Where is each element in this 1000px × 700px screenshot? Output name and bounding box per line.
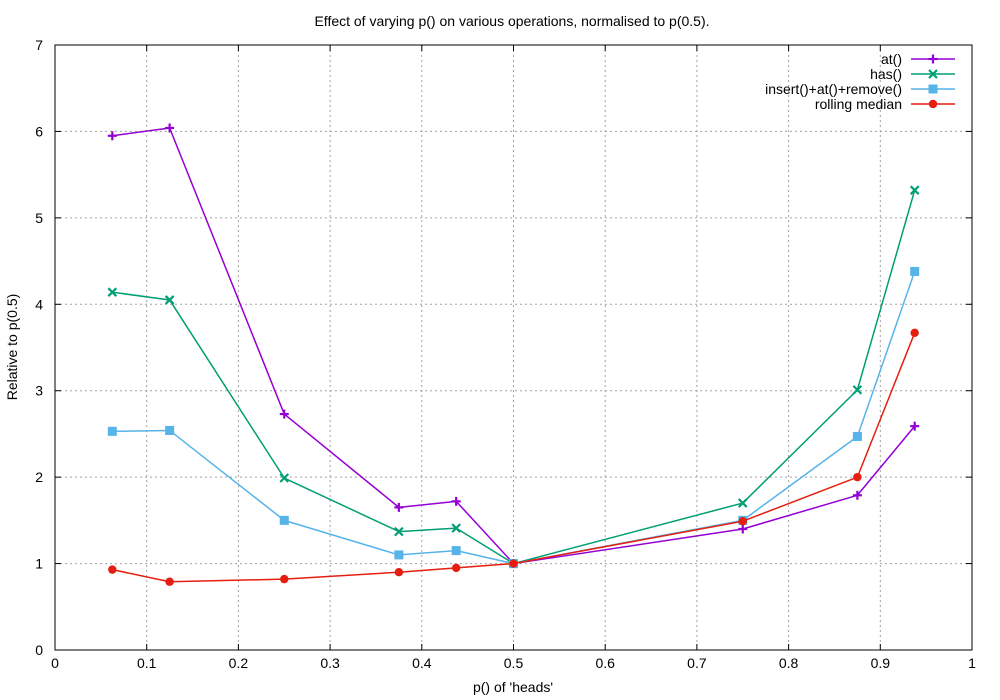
y-tick-label: 5 <box>35 210 43 226</box>
legend-label-rolling-median: rolling median <box>815 96 902 112</box>
x-tick-label: 0.1 <box>137 655 157 671</box>
x-tick-label: 0.2 <box>229 655 249 671</box>
data-point-has <box>394 526 404 537</box>
x-tick-label: 0.9 <box>871 655 891 671</box>
y-tick-labels: 0 1 2 3 4 5 6 7 <box>35 37 43 658</box>
legend-label-has: has() <box>870 66 902 82</box>
data-point-rolling-median <box>451 563 461 573</box>
legend-marker-at <box>928 54 938 64</box>
data-point-has <box>107 287 118 297</box>
grid <box>55 45 972 650</box>
series-group <box>107 123 920 586</box>
data-point-has <box>852 385 863 395</box>
x-tick-labels: 0 0.1 0.2 0.3 0.4 0.5 0.6 0.7 0.8 0.9 1 <box>51 655 976 671</box>
data-point-insert-at-remove <box>910 266 920 276</box>
legend-label-insert-at-remove: insert()+at()+remove() <box>765 81 902 97</box>
data-point-at <box>910 421 920 431</box>
x-tick-label: 0.8 <box>779 655 799 671</box>
legend-marker-insert-at-remove <box>928 84 938 94</box>
data-point-has <box>279 473 290 483</box>
x-tick-label: 0.7 <box>687 655 707 671</box>
data-point-insert-at-remove <box>852 432 862 442</box>
axis-ticks <box>54 44 973 651</box>
data-point-rolling-median <box>509 559 518 568</box>
data-point-rolling-median <box>738 517 747 526</box>
y-tick-label: 7 <box>35 37 43 53</box>
legend: at()has()insert()+at()+remove()rolling m… <box>765 51 955 112</box>
data-point-has <box>737 498 748 508</box>
y-tick-label: 2 <box>35 469 43 485</box>
data-point-insert-at-remove <box>394 550 404 560</box>
x-tick-label: 1 <box>968 655 976 671</box>
data-point-at <box>451 496 461 506</box>
data-point-rolling-median <box>165 577 174 586</box>
legend-label-at: at() <box>881 51 902 67</box>
x-tick-label: 0.6 <box>595 655 615 671</box>
series-rolling-median <box>108 328 919 586</box>
data-point-insert-at-remove <box>165 425 175 435</box>
data-point-rolling-median <box>910 328 919 338</box>
series-at <box>107 123 920 569</box>
data-point-at <box>394 502 404 512</box>
x-axis-label: p() of 'heads' <box>473 679 553 695</box>
chart-title: Effect of varying p() on various operati… <box>314 13 709 29</box>
data-point-has <box>164 295 175 305</box>
y-tick-label: 4 <box>35 296 43 312</box>
x-tick-label: 0.4 <box>412 655 432 671</box>
data-point-at <box>279 409 289 419</box>
legend-marker-rolling-median <box>928 99 938 109</box>
y-tick-label: 3 <box>35 383 43 399</box>
y-tick-label: 6 <box>35 123 43 139</box>
data-point-rolling-median <box>394 568 404 577</box>
data-point-insert-at-remove <box>279 515 289 525</box>
series-insert-at-remove <box>107 266 920 569</box>
data-point-has <box>451 523 461 533</box>
data-point-insert-at-remove <box>451 546 461 556</box>
data-point-rolling-median <box>853 472 862 482</box>
data-point-rolling-median <box>108 565 117 574</box>
data-point-at <box>165 123 175 133</box>
data-point-rolling-median <box>280 574 289 584</box>
data-point-at <box>852 490 862 500</box>
x-tick-label: 0 <box>51 655 59 671</box>
data-point-insert-at-remove <box>107 426 117 436</box>
data-point-has <box>909 185 920 195</box>
data-point-at <box>107 131 117 141</box>
x-tick-label: 0.5 <box>504 655 524 671</box>
y-tick-label: 1 <box>35 556 43 572</box>
data-point-at <box>738 524 748 534</box>
y-axis-label: Relative to p(0.5) <box>4 294 20 401</box>
x-tick-label: 0.3 <box>320 655 340 671</box>
legend-marker-has <box>928 69 938 79</box>
y-tick-label: 0 <box>35 642 43 658</box>
